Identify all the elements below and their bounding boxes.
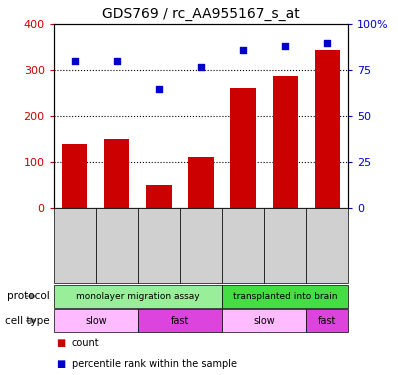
Text: percentile rank within the sample: percentile rank within the sample bbox=[72, 359, 237, 369]
Bar bbox=[188, 157, 214, 208]
Text: transplanted into brain: transplanted into brain bbox=[233, 292, 338, 301]
Text: slow: slow bbox=[253, 316, 275, 326]
Bar bbox=[104, 139, 129, 208]
Bar bbox=[314, 50, 340, 208]
Text: ■: ■ bbox=[56, 359, 65, 369]
Point bbox=[198, 64, 204, 70]
Point bbox=[156, 86, 162, 92]
Point bbox=[240, 47, 246, 53]
Title: GDS769 / rc_AA955167_s_at: GDS769 / rc_AA955167_s_at bbox=[102, 7, 300, 21]
Point bbox=[114, 58, 120, 64]
Text: fast: fast bbox=[318, 316, 336, 326]
Text: count: count bbox=[72, 338, 99, 348]
Bar bbox=[273, 76, 298, 208]
Point bbox=[324, 40, 330, 46]
Text: cell type: cell type bbox=[5, 316, 50, 326]
Bar bbox=[62, 144, 88, 208]
Text: ■: ■ bbox=[56, 338, 65, 348]
Point bbox=[282, 44, 288, 50]
Bar bbox=[146, 185, 172, 208]
Bar bbox=[230, 88, 256, 208]
Text: protocol: protocol bbox=[7, 291, 50, 301]
Point bbox=[72, 58, 78, 64]
Text: fast: fast bbox=[171, 316, 189, 326]
Text: slow: slow bbox=[85, 316, 107, 326]
Text: monolayer migration assay: monolayer migration assay bbox=[76, 292, 200, 301]
